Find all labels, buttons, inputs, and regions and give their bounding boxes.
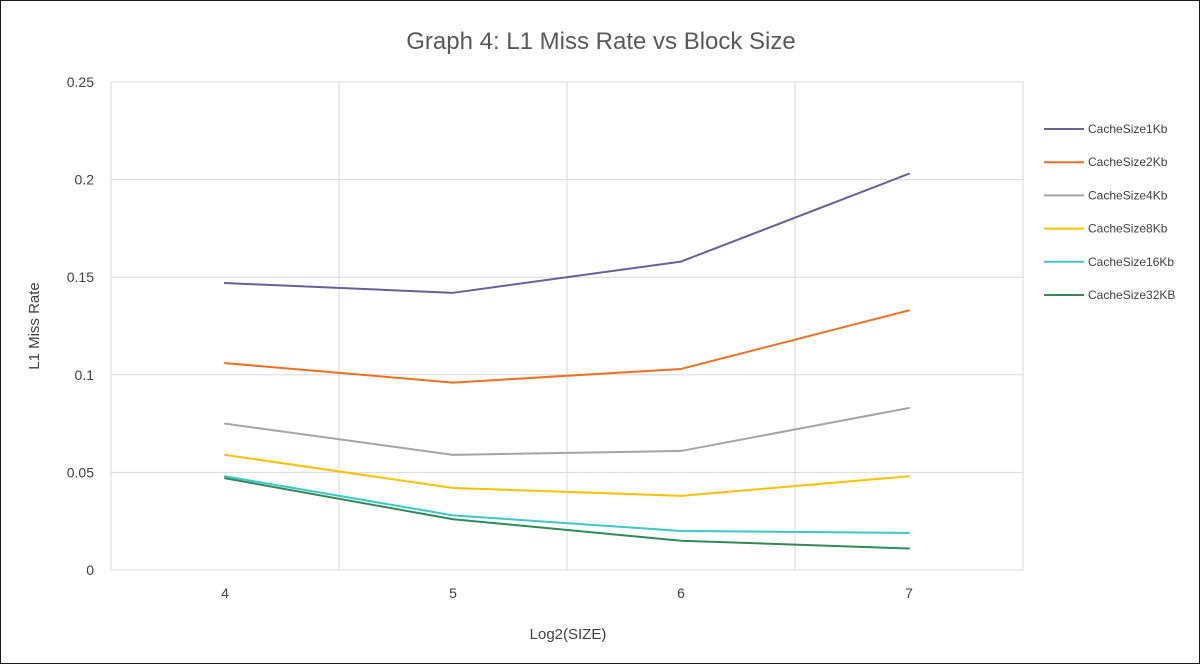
y-tick-label: 0.15 (67, 269, 94, 285)
x-tick-label: 7 (905, 585, 913, 601)
y-tick-label: 0.2 (75, 172, 95, 188)
gridlines (110, 81, 1024, 571)
chart-title: Graph 4: L1 Miss Rate vs Block Size (406, 28, 795, 55)
series-line-cachesize16kb (224, 475, 910, 534)
x-axis-label: Log2(SIZE) (530, 626, 607, 643)
y-tick-label: 0 (86, 562, 94, 578)
y-tick-label: 0.1 (75, 367, 95, 383)
series-line-cachesize32kb (224, 477, 910, 550)
series-line-cachesize2kb (224, 309, 910, 384)
y-axis-ticks: 0 0.05 0.1 0.15 0.2 0.25 (67, 74, 94, 578)
series-line-cachesize8kb (224, 453, 910, 497)
y-tick-label: 0.05 (67, 464, 94, 480)
legend-entry-label: CacheSize32KB (1088, 288, 1175, 302)
legend-entry-label: CacheSize16Kb (1088, 255, 1174, 269)
legend-entry-label: CacheSize4Kb (1088, 188, 1168, 202)
series-line-cachesize1kb (224, 172, 910, 294)
x-tick-label: 5 (449, 585, 457, 601)
x-tick-label: 6 (677, 585, 685, 601)
series-line-cachesize4kb (224, 406, 910, 456)
legend-entry-label: CacheSize1Kb (1088, 122, 1168, 136)
x-axis-ticks: 4 5 6 7 (221, 585, 913, 601)
legend-entry-label: CacheSize2Kb (1088, 155, 1168, 169)
series-lines (224, 172, 910, 550)
x-tick-label: 4 (221, 585, 229, 601)
y-axis-label: L1 Miss Rate (26, 282, 43, 370)
y-tick-label: 0.25 (67, 74, 94, 90)
legend: CacheSize1Kb CacheSize2Kb CacheSize4Kb Cach… (1044, 122, 1175, 302)
legend-entry-label: CacheSize8Kb (1088, 222, 1168, 236)
